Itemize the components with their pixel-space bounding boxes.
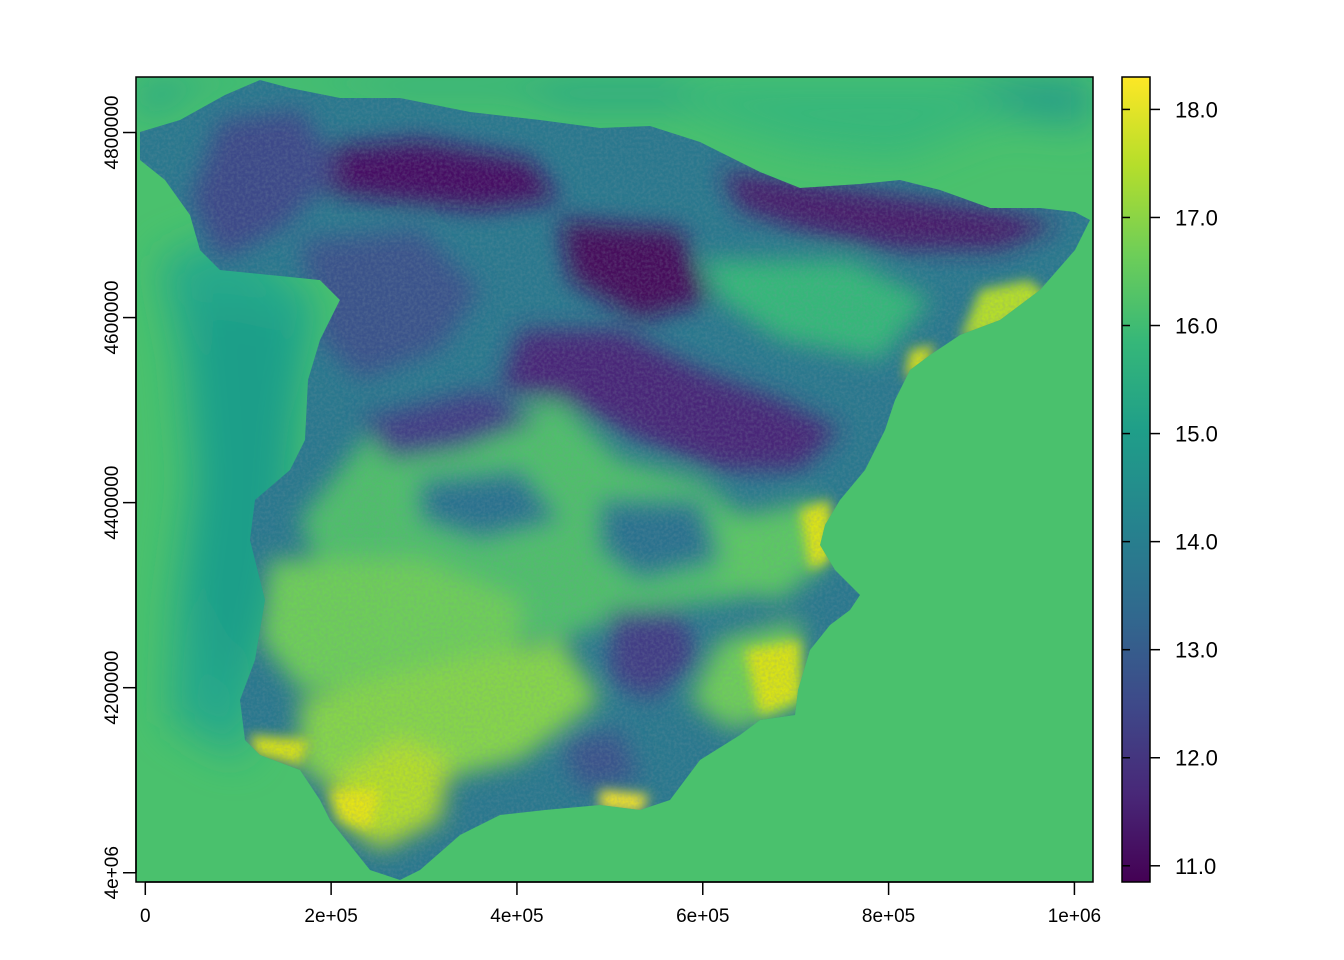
y-tick-label: 4400000 (102, 466, 123, 540)
y-axis: 4e+06 4200000 4400000 4600000 4800000 (102, 96, 137, 899)
x-tick-label: 2e+05 (304, 906, 357, 927)
x-tick-label: 1e+06 (1048, 906, 1101, 927)
colorbar: 11.0 12.0 13.0 14.0 15.0 16.0 17.0 18.0 (1121, 76, 1218, 883)
y-tick-label: 4600000 (102, 281, 123, 355)
x-tick-label: 4e+05 (490, 906, 543, 927)
y-tick-label: 4e+06 (102, 846, 123, 899)
colorbar-tick-label: 14.0 (1175, 530, 1218, 555)
colorbar-tick-label: 16.0 (1175, 314, 1218, 339)
colorbar-tick-label: 18.0 (1175, 97, 1218, 122)
y-tick-label: 4800000 (102, 96, 123, 170)
colorbar-tick-label: 15.0 (1175, 422, 1218, 447)
colorbar-gradient (1121, 76, 1151, 883)
x-tick-label: 6e+05 (676, 906, 729, 927)
colorbar-ticks: 11.0 12.0 13.0 14.0 15.0 16.0 17.0 18.0 (1122, 97, 1218, 879)
x-tick-label: 0 (140, 906, 151, 927)
colorbar-tick-label: 12.0 (1175, 746, 1218, 771)
raster-map (136, 77, 1093, 882)
x-tick-label: 8e+05 (862, 906, 915, 927)
colorbar-tick-label: 11.0 (1175, 854, 1216, 879)
y-tick-label: 4200000 (102, 651, 123, 725)
offshore-gradient (136, 77, 1093, 760)
colorbar-tick-label: 17.0 (1175, 205, 1218, 230)
x-axis: 0 2e+05 4e+05 6e+05 8e+05 1e+06 (140, 881, 1101, 927)
colorbar-tick-label: 13.0 (1175, 638, 1218, 663)
